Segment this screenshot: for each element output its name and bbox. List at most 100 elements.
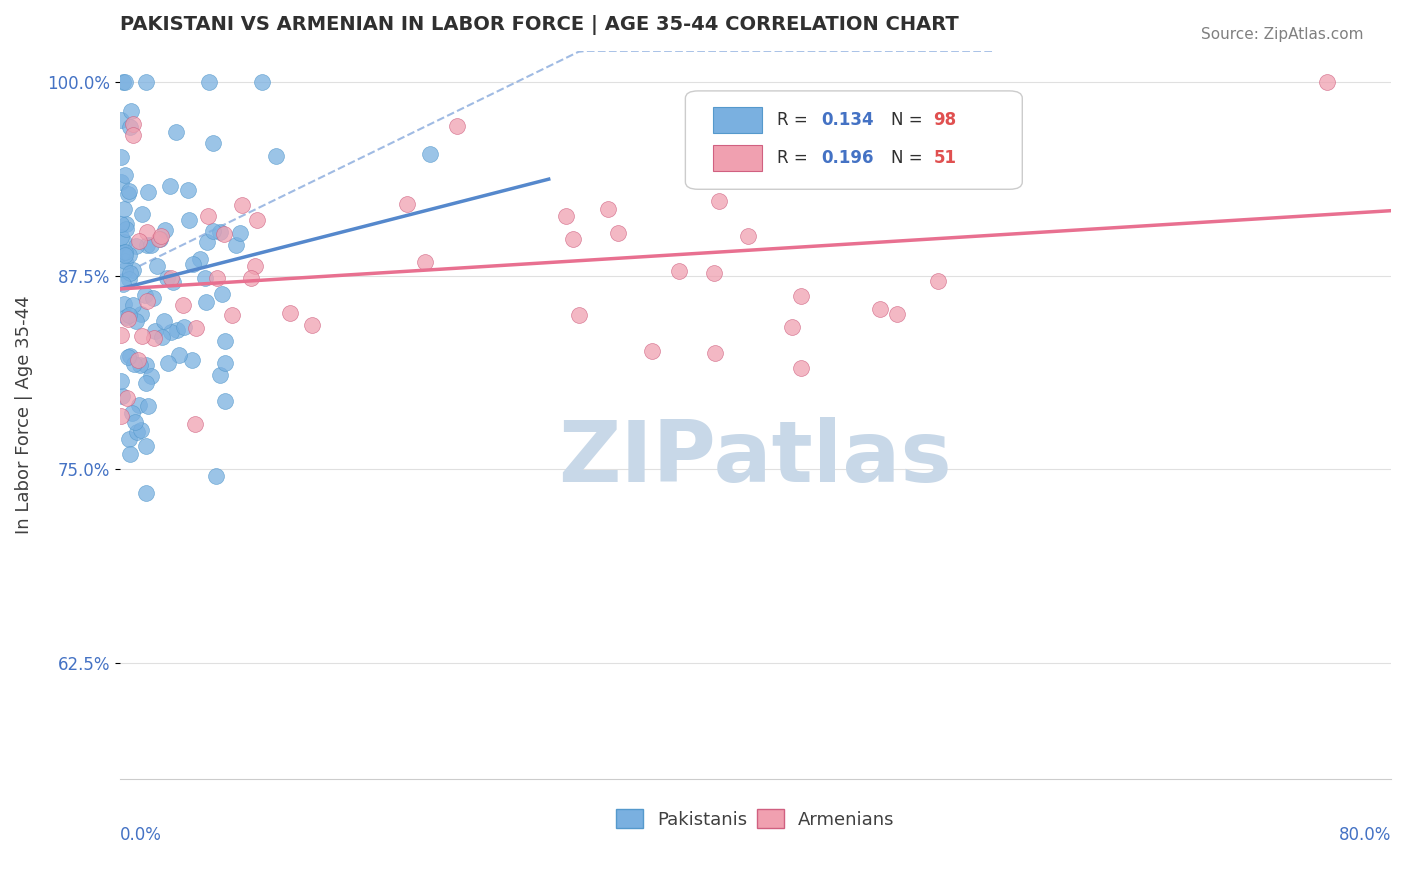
Point: [117, 391, 139, 405]
Point: [446, 119, 468, 133]
Point: [129, 359, 152, 373]
Point: [135, 439, 157, 453]
Point: [208, 368, 231, 383]
Text: PAKISTANI VS ARMENIAN IN LABOR FORCE | AGE 35-44 CORRELATION CHART: PAKISTANI VS ARMENIAN IN LABOR FORCE | A…: [120, 15, 959, 35]
Point: [120, 120, 142, 135]
Point: [117, 187, 139, 202]
Point: [118, 266, 141, 280]
Point: [568, 309, 591, 323]
Point: [150, 330, 173, 344]
Point: [707, 194, 730, 208]
Point: [129, 307, 152, 321]
Point: [114, 248, 136, 262]
Point: [224, 238, 246, 252]
Point: [115, 222, 138, 236]
Text: 0.196: 0.196: [821, 149, 875, 167]
Point: [214, 356, 236, 370]
Point: [869, 301, 891, 316]
Point: [207, 270, 229, 285]
Point: [240, 270, 263, 285]
Point: [129, 423, 152, 437]
Point: [607, 227, 630, 241]
Point: [155, 223, 177, 237]
Point: [148, 232, 170, 246]
Point: [146, 259, 169, 273]
Y-axis label: In Labor Force | Age 35-44: In Labor Force | Age 35-44: [15, 296, 32, 534]
Point: [703, 266, 725, 280]
Point: [131, 328, 153, 343]
Point: [250, 75, 273, 89]
Point: [181, 257, 204, 271]
Point: [120, 104, 142, 119]
Point: [134, 288, 156, 302]
Point: [596, 202, 619, 217]
Point: [173, 320, 195, 334]
Point: [159, 179, 181, 194]
Legend: Pakistanis, Armenians: Pakistanis, Armenians: [609, 802, 901, 836]
Point: [111, 75, 134, 89]
Point: [115, 218, 138, 232]
Point: [110, 374, 132, 388]
Point: [118, 184, 141, 198]
Point: [927, 274, 949, 288]
Point: [841, 130, 863, 145]
Point: [114, 235, 136, 249]
Point: [110, 174, 132, 188]
Point: [162, 276, 184, 290]
Point: [156, 270, 179, 285]
Point: [118, 308, 141, 322]
Point: [114, 245, 136, 260]
Point: [554, 209, 576, 223]
Point: [117, 312, 139, 326]
Point: [136, 185, 159, 199]
Point: [142, 291, 165, 305]
Point: [641, 344, 664, 359]
Point: [419, 147, 441, 161]
Point: [118, 432, 141, 446]
Point: [143, 324, 166, 338]
Point: [179, 213, 201, 227]
Point: [136, 225, 159, 239]
Text: 98: 98: [934, 112, 956, 129]
Point: [141, 238, 163, 252]
Point: [198, 75, 221, 89]
Point: [112, 245, 135, 260]
Point: [197, 209, 219, 223]
Point: [139, 368, 162, 383]
FancyBboxPatch shape: [713, 107, 762, 133]
Point: [110, 150, 132, 164]
Point: [128, 234, 150, 248]
Point: [114, 297, 136, 311]
Point: [125, 239, 148, 253]
Point: [229, 226, 252, 240]
Point: [110, 230, 132, 244]
Point: [118, 349, 141, 363]
Point: [110, 113, 132, 128]
FancyBboxPatch shape: [685, 91, 1022, 189]
Point: [780, 320, 803, 334]
Point: [135, 294, 157, 309]
Point: [737, 228, 759, 243]
Point: [128, 398, 150, 412]
Point: [181, 353, 204, 368]
Point: [114, 75, 136, 89]
Point: [159, 325, 181, 339]
Text: ZIPatlas: ZIPatlas: [558, 417, 952, 500]
Point: [148, 232, 170, 246]
Point: [122, 262, 145, 277]
Point: [114, 254, 136, 268]
Point: [205, 469, 228, 483]
Point: [167, 348, 190, 362]
Point: [231, 198, 253, 212]
Point: [149, 229, 172, 244]
Point: [396, 196, 419, 211]
Point: [142, 331, 165, 345]
Point: [202, 136, 225, 150]
Point: [135, 359, 157, 373]
Point: [264, 148, 287, 162]
Point: [127, 353, 149, 368]
Point: [115, 310, 138, 325]
Point: [121, 116, 143, 130]
Point: [177, 183, 200, 197]
Point: [121, 298, 143, 312]
